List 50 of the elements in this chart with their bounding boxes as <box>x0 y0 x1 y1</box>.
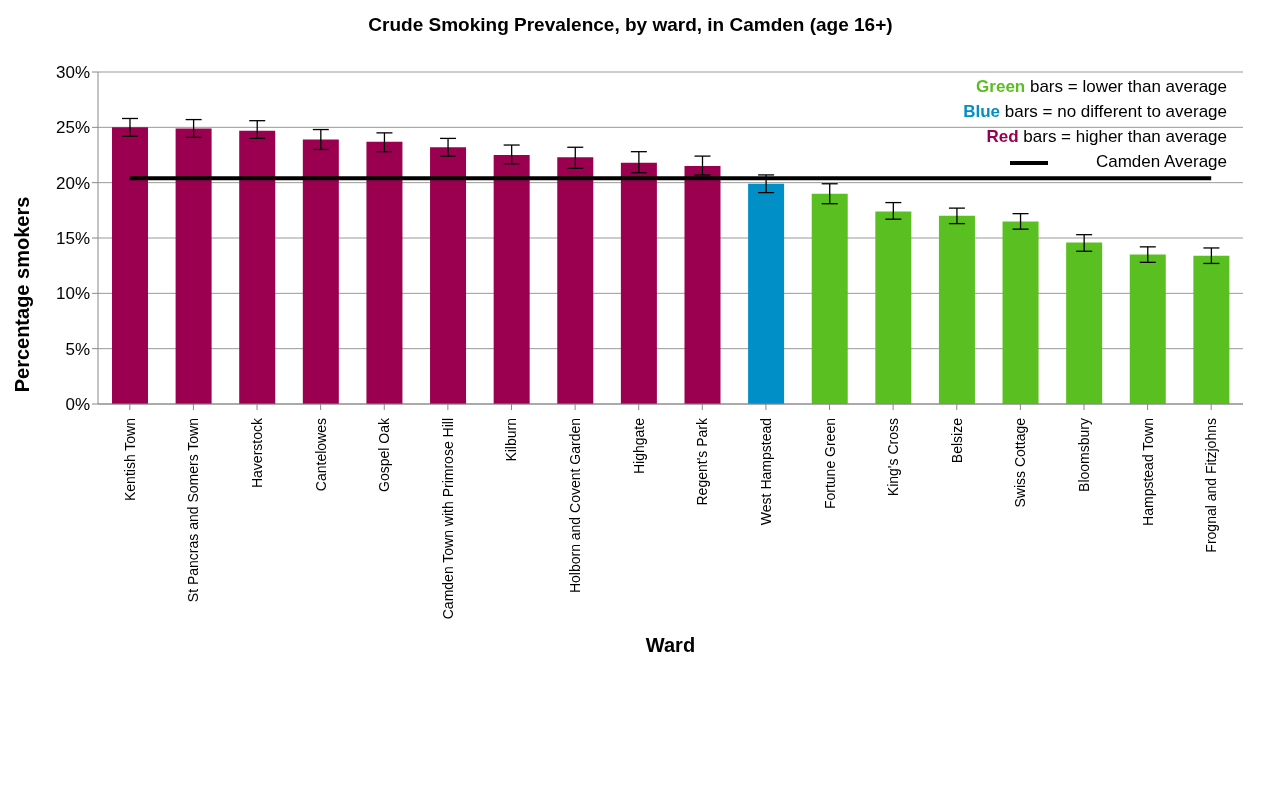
bar <box>1193 255 1230 404</box>
bar <box>1002 221 1039 404</box>
x-axis-title: Ward <box>645 634 696 656</box>
x-tick-label: Camden Town with Primrose Hill <box>439 418 456 620</box>
bar <box>1129 254 1166 404</box>
x-tick-label: Haverstock <box>249 417 266 489</box>
text: Red bars = higher than average <box>986 127 1227 146</box>
text: Blue bars = no different to average <box>963 102 1227 121</box>
x-tick-label: Frognal and Fitzjohns <box>1203 418 1220 553</box>
y-axis-title: Percentage smokers <box>11 196 35 392</box>
bar <box>1066 242 1103 404</box>
bar <box>430 147 467 404</box>
y-tick-label: 20% <box>55 173 90 193</box>
x-tick-label: Regent's Park <box>694 417 711 506</box>
bar <box>175 128 212 404</box>
bar <box>557 157 594 404</box>
chart-title: Crude Smoking Prevalence, by ward, in Camden (age 16+) <box>367 14 894 37</box>
y-tick-label: 30% <box>55 63 90 83</box>
ref-line-label: Camden Average <box>1095 152 1227 171</box>
bar <box>239 130 276 404</box>
x-tick-label: Gospel Oak <box>376 417 393 492</box>
x-tick-label: West Hampstead <box>757 418 774 526</box>
x-tick-label: Highgate <box>630 417 647 475</box>
bar <box>620 162 657 404</box>
x-tick-label: Kilburn <box>503 418 520 462</box>
bar <box>875 211 912 404</box>
x-tick-label: Hampstead Town <box>1139 418 1156 526</box>
x-tick-label: Cantelowes <box>312 418 329 492</box>
x-tick-label: Bloomsbury <box>1075 418 1092 492</box>
y-tick-label: 25% <box>55 118 90 138</box>
bar <box>366 141 403 404</box>
bar <box>938 215 975 404</box>
y-tick-label: 15% <box>55 229 90 249</box>
bar <box>684 166 721 404</box>
bar <box>111 127 148 404</box>
x-tick-label: Kentish Town <box>121 418 138 502</box>
bar <box>811 193 848 404</box>
y-tick-label: 0% <box>65 395 90 415</box>
bar <box>748 183 785 404</box>
x-tick-label: Belsize <box>948 417 965 464</box>
x-tick-label: King's Cross <box>885 418 902 497</box>
x-tick-label: Holborn and Covent Garden <box>567 418 584 594</box>
x-tick-label: St Pancras and Somers Town <box>185 418 202 603</box>
bar <box>493 155 530 404</box>
y-tick-label: 10% <box>55 284 90 304</box>
bar <box>302 139 339 404</box>
x-tick-label: Swiss Cottage <box>1012 417 1029 508</box>
x-tick-label: Fortune Green <box>821 418 838 510</box>
y-tick-label: 5% <box>65 339 90 359</box>
text: Green bars = lower than average <box>976 77 1227 96</box>
